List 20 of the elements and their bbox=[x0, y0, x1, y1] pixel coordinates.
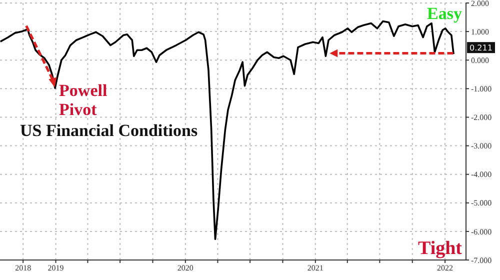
y-tick-label: -7.000 bbox=[471, 256, 492, 265]
y-tick-label: 2.000 bbox=[471, 0, 489, 8]
text: US Financial Conditions bbox=[20, 120, 198, 140]
y-tick-label: -5.000 bbox=[471, 198, 492, 208]
annotation: 0.211 bbox=[470, 44, 492, 53]
x-tick-label: 2022 bbox=[437, 264, 454, 273]
annotation: Powell Pivot bbox=[59, 81, 108, 120]
x-tick-label: 2020 bbox=[177, 264, 194, 273]
y-tick-label: 0.000 bbox=[471, 56, 489, 65]
annotation: Easy bbox=[427, 4, 462, 23]
annotation: Tight bbox=[418, 238, 463, 259]
y-tick-label: -6.000 bbox=[471, 227, 492, 236]
y-tick-label: -3.000 bbox=[471, 142, 492, 151]
x-tick-label: 2019 bbox=[48, 264, 64, 273]
x-tick-label: 2021 bbox=[307, 264, 324, 273]
y-tick-label: -4.000 bbox=[471, 170, 492, 180]
y-tick-label: -2.000 bbox=[471, 113, 492, 122]
x-tick-label: 2018 bbox=[15, 264, 32, 273]
y-tick-label: -1.000 bbox=[471, 84, 492, 94]
y-tick-label: 1.000 bbox=[471, 27, 489, 36]
